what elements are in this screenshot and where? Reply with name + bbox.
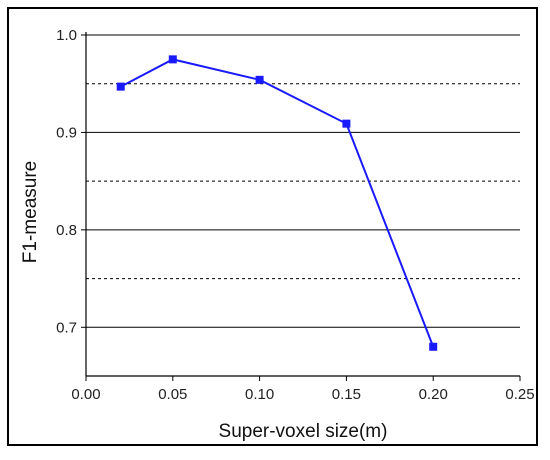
y-tick-label: 1.0 [56,27,77,44]
x-tick-label: 0.25 [505,386,534,403]
tick-labels: 0.00 0.05 0.10 0.15 0.20 0.25 0.7 0.8 0.9 1.0 [56,27,534,403]
data-point-marker [116,82,125,91]
data-point-marker [429,342,438,351]
y-axis-label: F1-measure [20,161,41,263]
series-line [120,58,435,348]
x-tick-label: 0.10 [245,386,274,403]
chart-frame [7,7,538,446]
axes [81,32,521,381]
data-point-marker [342,119,351,128]
x-tick-label: 0.15 [332,386,361,403]
x-tick-label: 0.05 [158,386,187,403]
series-group [116,55,438,351]
x-tick-label: 0.00 [71,386,100,403]
grid-lines [86,34,520,328]
y-tick-label: 0.8 [56,222,77,239]
x-tick-label: 0.20 [419,386,448,403]
data-point-marker [168,55,177,64]
data-point-marker [255,75,264,84]
x-axis-label: Super-voxel size(m) [219,421,388,442]
y-tick-label: 0.9 [56,124,77,141]
y-tick-label: 0.7 [56,319,77,336]
